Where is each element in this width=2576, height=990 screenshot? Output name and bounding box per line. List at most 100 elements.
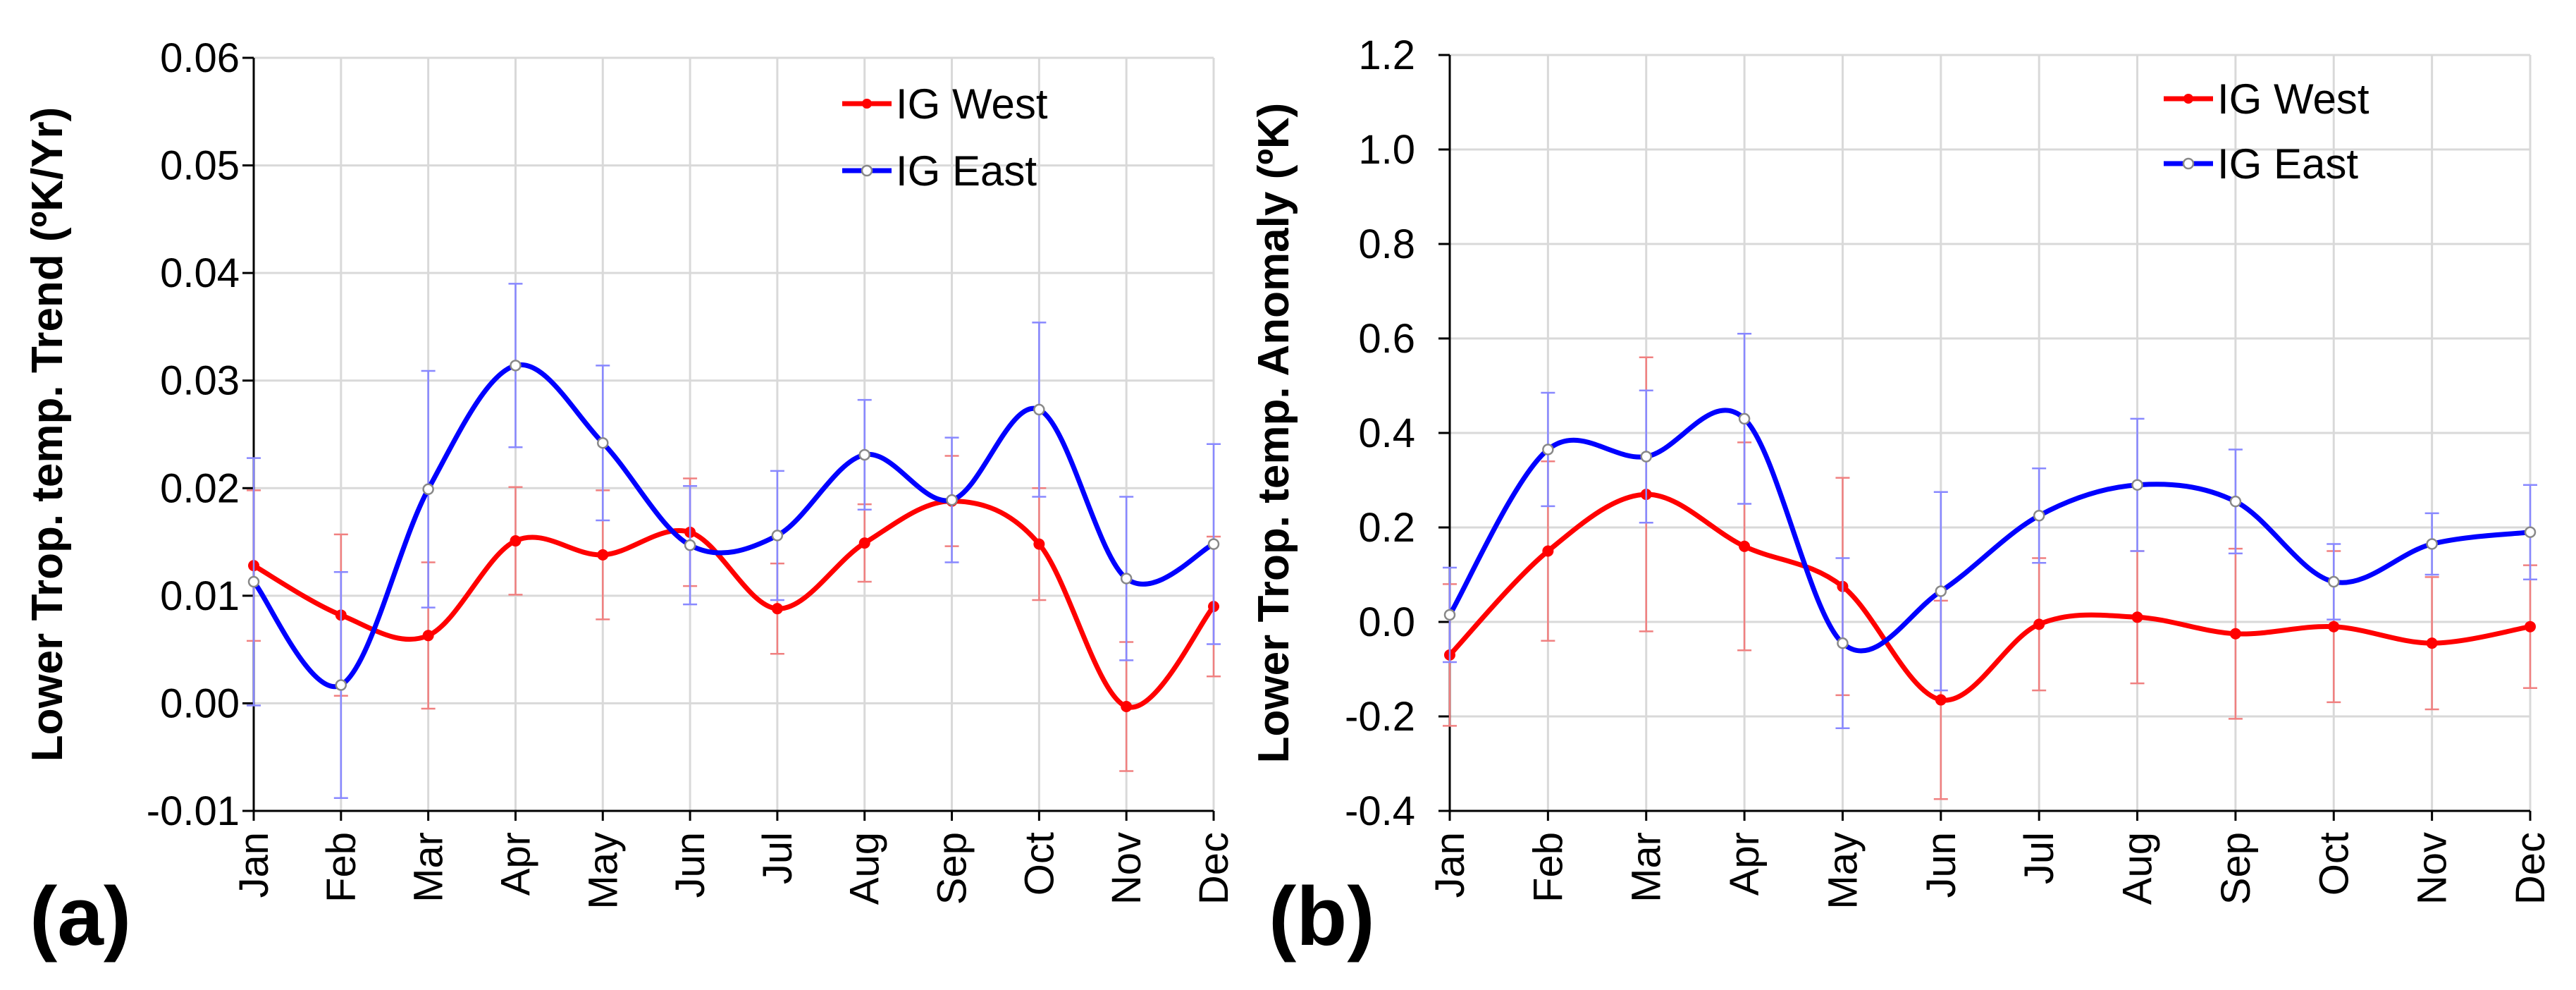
series-ig-west [247,455,1221,772]
y-tick-label: -0.2 [1345,694,1415,740]
legend-label: IG East [2217,140,2358,188]
data-point [1738,412,1751,425]
y-tick-labels: -0.4 -0.2 0.0 0.2 0.4 0.6 0.8 1.0 1.2 [1345,32,1450,834]
data-point [1207,538,1220,550]
data-point [1443,609,1456,621]
y-tick-label: 0.2 [1358,505,1415,551]
x-tick-label: Jul [755,832,801,884]
data-point [597,549,609,561]
legend: IG West IG East [2164,75,2369,188]
x-tick-label: Sep [2213,832,2259,905]
x-tick-label: Aug [842,832,888,905]
y-tick-label: 0.06 [160,35,240,81]
data-point [2426,637,2438,649]
legend-marker [862,99,872,109]
x-tick-label: Jan [231,832,277,898]
data-point [1542,444,1554,456]
panel-label: (a) [30,870,131,963]
data-point [771,603,783,615]
x-tick-label: Nov [1104,832,1150,905]
data-point [510,360,522,372]
legend-label: IG West [2217,75,2369,123]
legend-item: IG West [842,80,1048,128]
gridlines [254,56,1215,811]
legend-item: IG East [2164,140,2358,188]
data-point [2525,621,2536,632]
series-ig-west [1443,356,2537,800]
x-tick-label: Feb [319,832,364,903]
data-point [858,537,870,549]
y-tick-label: 0.04 [160,250,240,296]
data-point [1033,403,1045,416]
legend-marker [2182,157,2195,170]
x-tick-label: Jun [1918,832,1964,898]
x-tick-label: Mar [406,832,452,903]
data-point [684,539,696,551]
data-point [422,630,434,642]
series-ig-east [247,283,1221,799]
y-tick-label: 0.8 [1358,221,1415,267]
y-tick-label: 0.00 [160,680,240,726]
series-line [252,499,1216,710]
data-point [946,494,958,506]
data-point [2033,510,2045,522]
data-point [1640,451,1652,463]
data-point [2131,611,2143,623]
legend-item: IG East [842,147,1037,195]
y-tick-label: 0.03 [160,358,240,404]
y-tick-label: 0.6 [1358,316,1415,362]
y-tick-label: 0.05 [160,143,240,189]
data-point [1033,538,1045,550]
x-tick-label: Sep [930,832,975,905]
x-tick-label: Jul [2016,832,2062,884]
panel-b: -0.4 -0.2 0.0 0.2 0.4 0.6 0.8 1.0 1.2 Jan Feb Mar Ap… [1250,32,2553,963]
x-tick-label: Oct [2311,832,2357,896]
data-point [510,535,522,547]
data-point [1542,545,1554,557]
x-tick-label: Apr [493,832,538,896]
x-tick-label: Nov [2410,832,2455,905]
legend-label: IG West [896,80,1048,128]
data-point [2524,526,2537,538]
series-line [252,362,1215,690]
data-point [2033,618,2045,630]
y-tick-label: 1.0 [1358,127,1415,173]
data-point [1121,701,1133,713]
x-tick-label: Jun [667,832,713,898]
legend-item: IG West [2164,75,2369,123]
x-tick-labels: Jan Feb Mar Apr May Jun Jul Aug Sep Oct Nov Dec [231,811,1237,910]
series-ig-east [1443,333,2537,729]
data-point [1837,637,1849,649]
y-tick-label: -0.01 [147,788,240,834]
series-line [1448,491,2531,703]
data-point [422,483,434,496]
data-point [335,679,347,691]
data-point [858,448,870,461]
y-tick-label: 1.2 [1358,32,1415,78]
data-point [771,530,784,542]
data-point [1120,573,1133,585]
data-point [597,436,609,449]
data-point [1935,585,1947,597]
x-tick-label: Jan [1427,832,1473,898]
data-point [1739,540,1751,552]
x-tick-label: Mar [1624,832,1670,903]
y-tick-labels: -0.01 0.00 0.01 0.02 0.03 0.04 0.05 0.06 [147,35,254,834]
gridlines [1450,54,2532,811]
data-point [2426,538,2438,550]
data-point [247,575,260,588]
panel-a: -0.01 0.00 0.01 0.02 0.03 0.04 0.05 0.06 Jan Feb M… [23,35,1237,963]
data-point [2229,628,2241,640]
data-point [2229,495,2242,508]
legend-marker [2183,94,2193,104]
y-tick-label: 0.4 [1358,410,1415,456]
y-axis-title: Lower Trop. temp. Anomaly (ºK) [1250,103,1298,764]
data-point [2328,575,2340,588]
panel-label: (b) [1269,870,1375,963]
x-tick-label: Dec [1191,832,1237,905]
legend: IG West IG East [842,80,1048,195]
data-point [2131,479,2143,491]
y-tick-label: 0.01 [160,573,240,619]
legend-marker [861,164,873,177]
